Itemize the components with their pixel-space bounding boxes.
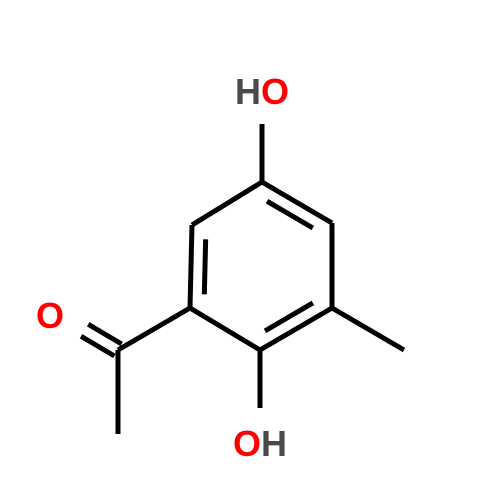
bond bbox=[265, 303, 313, 331]
bond bbox=[204, 239, 205, 294]
bond bbox=[332, 308, 404, 350]
molecule-diagram: O OH HO bbox=[0, 0, 500, 500]
bond bbox=[118, 308, 190, 350]
bond bbox=[190, 225, 192, 308]
bond bbox=[190, 308, 260, 350]
bond bbox=[192, 182, 262, 225]
atom-label-hydroxyl: HO bbox=[235, 71, 289, 112]
atom-label-hydroxyl: OH bbox=[233, 423, 287, 464]
atom-label-oxygen: O bbox=[36, 295, 64, 336]
